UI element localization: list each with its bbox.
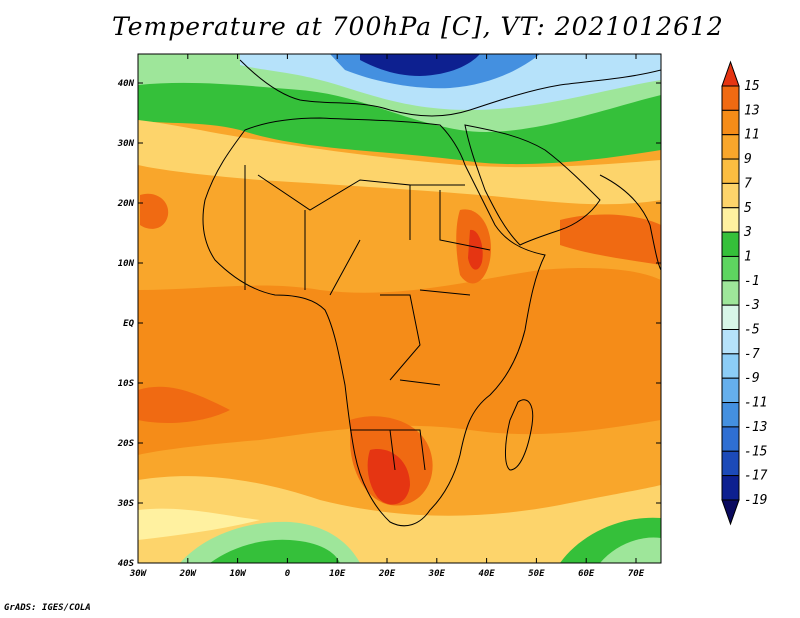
- lon-tick-label: 50E: [528, 569, 545, 579]
- lat-tick-label: 30S: [117, 499, 135, 509]
- colorbar-segment: [721, 353, 740, 379]
- lon-tick-label: 40E: [478, 569, 495, 579]
- colorbar-segment: [721, 134, 740, 160]
- colorbar-segment: [721, 450, 740, 477]
- latitude-axis: 40N 30N 20N 10N EQ 10S 20S 30S 40S: [117, 79, 661, 569]
- lat-tick-label: 20N: [117, 199, 135, 209]
- colorbar-segment: [721, 329, 740, 355]
- colorbar-segment: [721, 182, 740, 209]
- lat-tick-label: 20S: [117, 439, 135, 449]
- lon-tick-label: 70E: [628, 569, 645, 579]
- colorbar-bottom-arrow: [721, 499, 740, 526]
- colorbar-segment: [721, 280, 740, 306]
- colorbar-segment: [721, 475, 740, 501]
- longitude-axis: 30W 20W 10W 0 10E 20E 30E 40E 50E 60E 70E: [129, 54, 645, 579]
- lat-tick-label: 40S: [118, 559, 135, 569]
- colorbar-label: -5: [744, 323, 760, 338]
- map-title: Temperature at 700hPa [C], VT: 202101261…: [112, 12, 724, 41]
- colorbar-label: 15: [744, 79, 760, 94]
- colorbar-segment: [721, 109, 740, 136]
- lon-tick-label: 60E: [578, 569, 595, 579]
- colorbar-label: -3: [744, 298, 760, 313]
- colorbar-label: 1: [744, 249, 752, 264]
- colorbar-label: -19: [744, 493, 767, 508]
- lat-tick-label: 30N: [117, 139, 135, 149]
- colorbar-label: -17: [744, 469, 768, 484]
- colorbar-label: 11: [744, 128, 760, 143]
- lat-tick-label: EQ: [123, 319, 134, 329]
- colorbar-segment: [721, 207, 740, 233]
- lon-tick-label: 20E: [378, 569, 396, 579]
- colorbar-segment: [721, 426, 740, 452]
- colorbar-segment: [721, 85, 740, 111]
- colorbar-label: -1: [744, 274, 760, 289]
- lon-tick-label: 0: [285, 569, 291, 579]
- colorbar-label: 9: [744, 152, 752, 167]
- lon-tick-label: 30E: [428, 569, 446, 579]
- lon-tick-label: 10W: [229, 569, 247, 579]
- colorbar-segment: [721, 158, 740, 184]
- lat-tick-label: 10S: [118, 379, 135, 389]
- colorbar-label: -7: [744, 347, 760, 362]
- colorbar: 15 13 11 9 7 5 3 1 -1 -3 -5 -7 -9 -11 -13 -15 -17 -19: [721, 60, 768, 526]
- lon-tick-label: 30W: [129, 569, 148, 579]
- lat-tick-label: 10N: [118, 259, 135, 269]
- lon-tick-label: 20W: [179, 569, 198, 579]
- colorbar-label: -15: [744, 444, 768, 459]
- colorbar-segment: [721, 377, 740, 404]
- coastlines: [202, 59, 661, 527]
- credit-text: GrADS: IGES/COLA: [4, 603, 91, 613]
- colorbar-top-arrow: [721, 60, 740, 87]
- temperature-field: [138, 54, 661, 563]
- colorbar-label: 7: [744, 176, 752, 191]
- colorbar-label: -11: [744, 396, 767, 411]
- colorbar-label: 3: [743, 225, 752, 240]
- colorbar-segment: [721, 255, 740, 282]
- lon-tick-label: 10E: [329, 569, 346, 579]
- colorbar-segment: [721, 304, 740, 330]
- colorbar-label: -9: [744, 371, 760, 386]
- colorbar-label: -13: [744, 420, 767, 435]
- colorbar-segment: [721, 402, 740, 428]
- lat-tick-label: 40N: [118, 79, 135, 89]
- colorbar-label: 5: [744, 201, 752, 216]
- map-frame: [137, 53, 662, 564]
- colorbar-segment: [721, 231, 740, 257]
- colorbar-label: 13: [744, 103, 760, 118]
